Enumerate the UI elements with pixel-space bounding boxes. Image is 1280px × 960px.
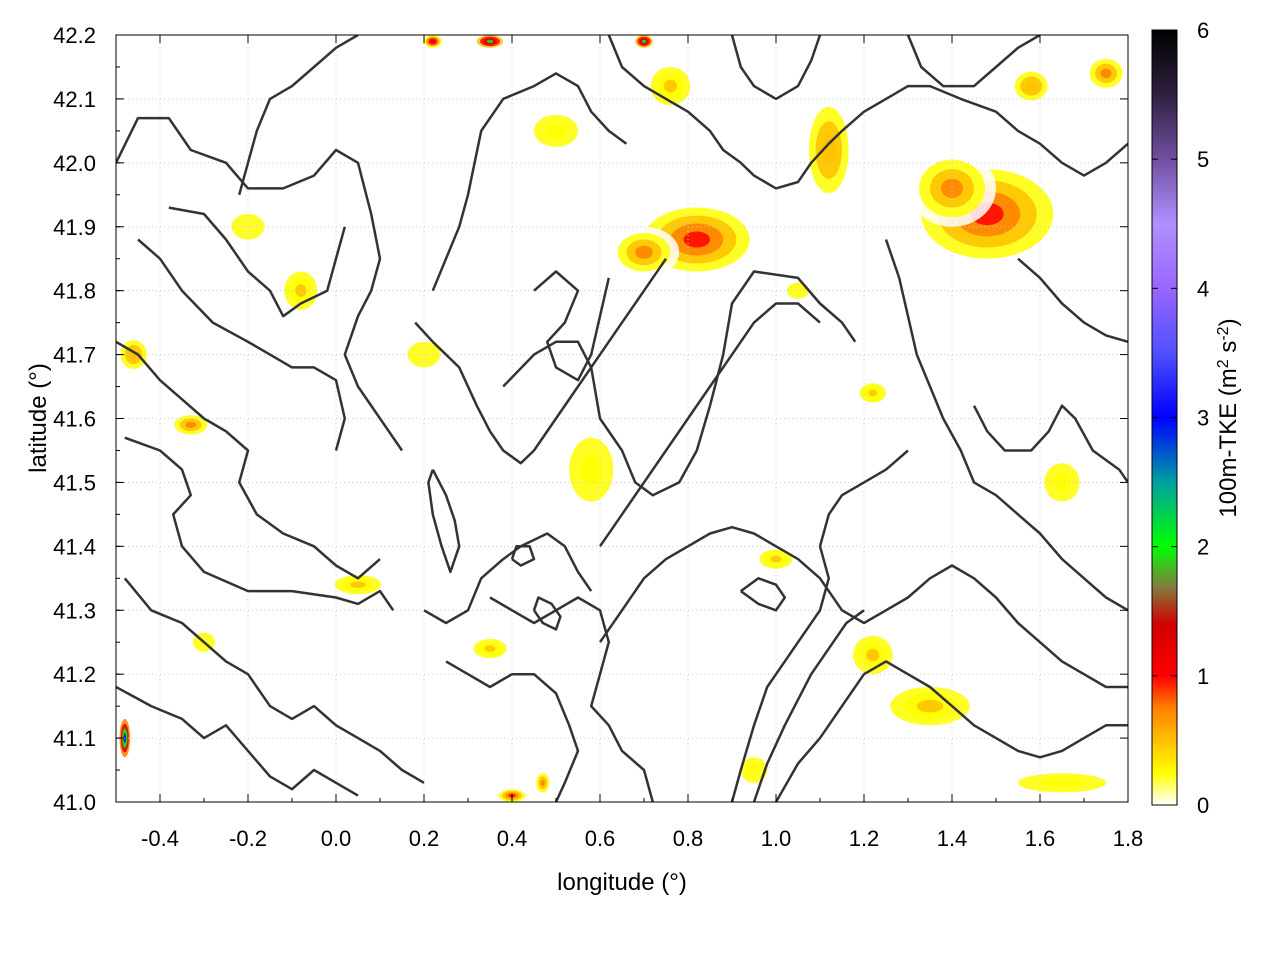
tke-hotspot	[855, 380, 891, 406]
grid-lines	[116, 35, 1128, 802]
terrain-contour	[906, 35, 1041, 88]
terrain-contour	[489, 596, 655, 802]
x-tick-label: 1.0	[761, 826, 792, 851]
terrain-contour	[740, 577, 787, 612]
tke-hotspot	[608, 226, 680, 278]
y-tick-label: 41.1	[53, 726, 96, 751]
terrain-contour	[414, 257, 668, 465]
colorbar-tick-label: 3	[1197, 406, 1209, 431]
colorbar-tick-label: 2	[1197, 535, 1209, 560]
colorbar-tick-label: 1	[1197, 664, 1209, 689]
tke-hotspot	[534, 770, 552, 796]
terrain-contour	[445, 660, 580, 802]
terrain-contour	[423, 532, 593, 625]
tke-hotspot	[424, 35, 442, 48]
y-tick-label: 41.4	[53, 534, 96, 559]
x-tick-label: 1.8	[1113, 826, 1144, 851]
y-tick-label: 42.1	[53, 87, 96, 112]
tke-hotspot	[974, 763, 1128, 802]
y-tick-label: 41.0	[53, 790, 96, 815]
tke-hotspot	[877, 680, 983, 732]
terrain-contour	[533, 270, 611, 382]
y-tick-label: 41.5	[53, 470, 96, 495]
terrain-contour	[730, 35, 822, 101]
x-tick-label: -0.2	[229, 826, 267, 851]
terrain-contour	[510, 545, 536, 567]
tke-hotspot	[476, 35, 504, 48]
terrain-contour	[116, 685, 359, 797]
x-tick-label: 0.4	[497, 826, 528, 851]
tke-hotspot	[635, 35, 653, 48]
tke-hotspot	[168, 412, 213, 438]
x-tick-label: 1.2	[849, 826, 880, 851]
colorbar-title: 100m-TKE (m2 s-2)	[1215, 318, 1243, 517]
x-axis-title: longitude (°)	[557, 869, 687, 896]
x-tick-label: -0.4	[141, 826, 179, 851]
terrain-contour	[116, 340, 381, 580]
tke-hotspot	[644, 60, 697, 112]
x-tick-label: 0.2	[409, 826, 440, 851]
tke-hotspot	[468, 635, 512, 662]
y-tick-label: 42.0	[53, 151, 96, 176]
terrain-contour	[730, 449, 909, 802]
y-tick-label: 41.2	[53, 662, 96, 687]
terrain-contour	[972, 404, 1128, 484]
y-tick-label: 42.2	[53, 23, 96, 48]
tke-hotspot	[327, 571, 389, 598]
terrain-contour	[427, 469, 461, 574]
tke-hotspot	[802, 92, 856, 208]
terrain-contour	[123, 577, 425, 784]
x-tick-label: 1.6	[1025, 826, 1056, 851]
terrain-contours	[116, 35, 1128, 802]
terrain-contour	[598, 302, 821, 548]
tke-hotspot	[846, 629, 900, 681]
terrain-contour	[598, 525, 1128, 689]
x-tick-label: 0.0	[321, 826, 352, 851]
tke-hotspot	[512, 98, 600, 163]
tke-hotspot	[1009, 66, 1054, 106]
terrain-contour	[884, 239, 1128, 612]
terrain-contour	[774, 660, 1128, 802]
terrain-contour	[607, 35, 1128, 190]
y-tick-label: 41.7	[53, 343, 96, 368]
y-axis-title: latitude (°)	[25, 363, 52, 473]
terrain-contour	[137, 238, 347, 451]
colorbar-axis: 0 1 2 3 4 5 6	[1152, 18, 1209, 818]
terrain-contour	[237, 35, 359, 196]
colorbar-tick-label: 4	[1197, 276, 1209, 301]
terrain-contour	[532, 596, 562, 631]
colorbar-tick-label: 0	[1197, 793, 1209, 818]
y-tick-label: 41.6	[53, 407, 96, 432]
y-tick-label: 41.3	[53, 598, 96, 623]
terrain-contour	[752, 609, 865, 802]
x-axis: -0.4 -0.2 0.0 0.2 0.4 0.6 0.8 1.0 1.2 1.4 1.6 1.8	[115, 35, 1144, 851]
tke-field	[116, 35, 1128, 802]
terrain-contour	[1017, 257, 1128, 344]
x-tick-label: 0.8	[673, 826, 704, 851]
colorbar-tick-label: 5	[1197, 147, 1209, 172]
tke-hotspot	[1084, 54, 1128, 93]
y-tick-label: 41.9	[53, 215, 96, 240]
terrain-contour	[502, 270, 857, 497]
terrain-contour	[116, 116, 404, 452]
terrain-contour	[168, 206, 347, 318]
terrain-contour	[124, 436, 395, 612]
colorbar-tick-label: 6	[1197, 18, 1209, 43]
x-tick-label: 1.4	[937, 826, 968, 851]
y-tick-label: 41.8	[53, 279, 96, 304]
tke-hotspot	[1026, 444, 1098, 521]
terrain-contour	[431, 72, 628, 292]
x-tick-label: 0.6	[585, 826, 616, 851]
tke-hotspot	[908, 150, 996, 227]
y-axis: 41.0 41.1 41.2 41.3 41.4 41.5 41.6 41.7 41.8 41.9…	[53, 23, 1128, 815]
